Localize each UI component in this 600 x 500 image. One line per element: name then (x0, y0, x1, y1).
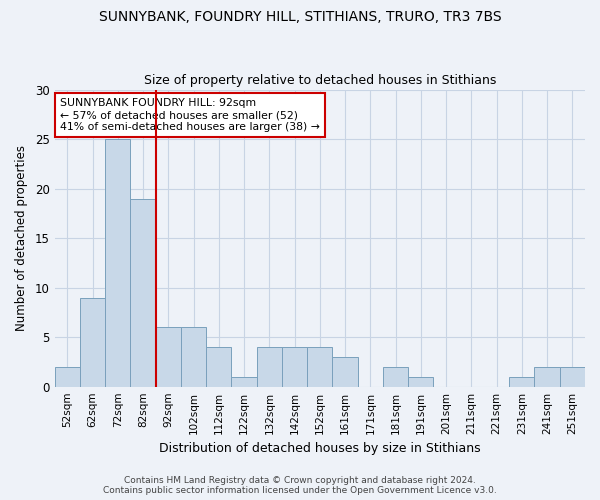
Bar (383, 367, 408, 386)
Bar (181, 328, 206, 386)
Bar (80, 298, 105, 386)
X-axis label: Distribution of detached houses by size in Stithians: Distribution of detached houses by size … (159, 442, 481, 455)
Bar (307, 347, 332, 387)
Text: SUNNYBANK FOUNDRY HILL: 92sqm
← 57% of detached houses are smaller (52)
41% of s: SUNNYBANK FOUNDRY HILL: 92sqm ← 57% of d… (60, 98, 320, 132)
Bar (332, 357, 358, 386)
Text: Contains HM Land Registry data © Crown copyright and database right 2024.
Contai: Contains HM Land Registry data © Crown c… (103, 476, 497, 495)
Bar (257, 347, 282, 387)
Bar (535, 367, 560, 386)
Bar (206, 347, 232, 387)
Bar (155, 328, 181, 386)
Bar (408, 377, 433, 386)
Title: Size of property relative to detached houses in Stithians: Size of property relative to detached ho… (143, 74, 496, 87)
Y-axis label: Number of detached properties: Number of detached properties (15, 145, 28, 331)
Bar (509, 377, 535, 386)
Bar (232, 377, 257, 386)
Text: SUNNYBANK, FOUNDRY HILL, STITHIANS, TRURO, TR3 7BS: SUNNYBANK, FOUNDRY HILL, STITHIANS, TRUR… (98, 10, 502, 24)
Bar (560, 367, 585, 386)
Bar (282, 347, 307, 387)
Bar (55, 367, 80, 386)
Bar (105, 139, 130, 386)
Bar (130, 198, 155, 386)
